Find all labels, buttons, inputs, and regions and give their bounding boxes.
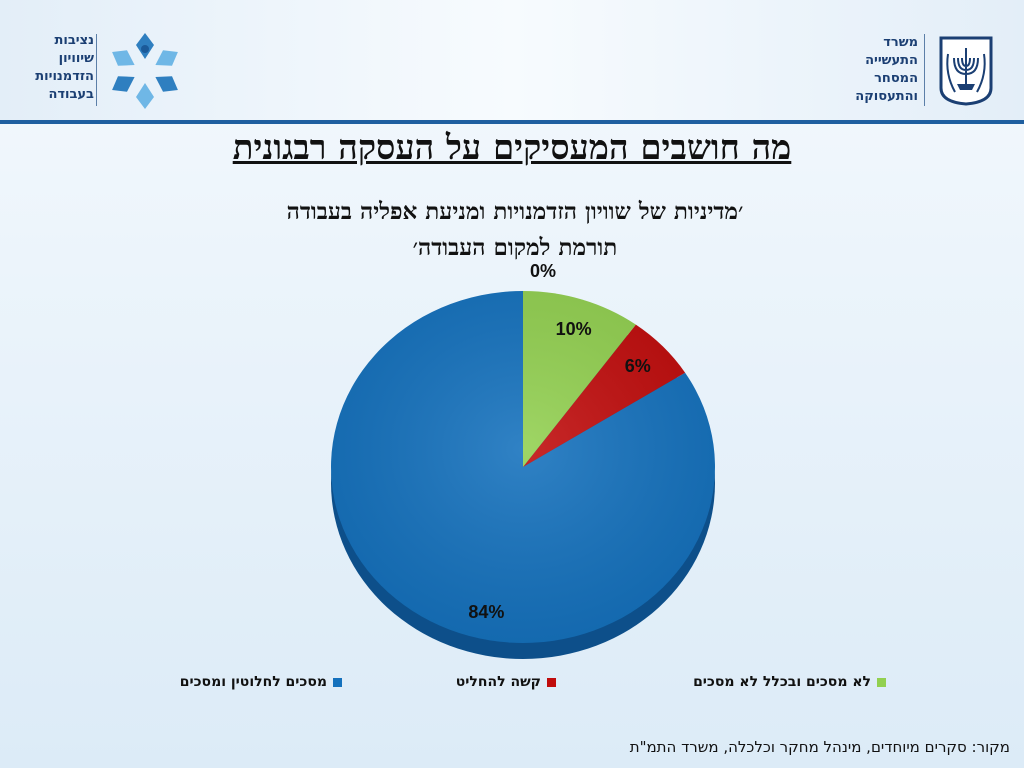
legend-item-undecided: קשה להחליט (456, 674, 556, 690)
pie-data-label: 6% (625, 356, 651, 376)
legend-label-agree: מסכים לחלוטין ומסכים (179, 674, 327, 690)
logo-petal (112, 76, 135, 92)
ministry-line-2: התעשייה (865, 53, 918, 68)
legend-item-agree: מסכים לחלוטין ומסכים (180, 674, 342, 690)
header-divider (0, 120, 1024, 124)
legend-label-undecided: קשה להחליט (455, 674, 541, 690)
ministry-name: משרד התעשייה המסחר והתעסוקה (838, 34, 918, 106)
logo-petal (112, 50, 135, 66)
logo-petal (136, 83, 154, 109)
chart-legend: מסכים לחלוטין ומסכים קשה להחליט לא מסכים… (0, 674, 1024, 696)
commission-line-1: נציבות (54, 33, 94, 48)
pie-data-label: 84% (468, 602, 504, 622)
legend-label-disagree: לא מסכים ובכלל לא מסכים (693, 674, 871, 690)
legend-swatch-disagree (877, 677, 886, 687)
legend-swatch-undecided (547, 677, 556, 687)
pie-shading (331, 291, 715, 643)
legend-swatch-agree (333, 677, 342, 687)
subtitle-line-1: ׳מדיניות של שוויון הזדמנויות ומניעת אפלי… (286, 198, 744, 225)
ministry-line-3: המסחר (874, 71, 918, 86)
state-emblem-icon (939, 36, 993, 106)
page-title: מה חושבים המעסיקים על העסקה רבגונית (232, 128, 792, 168)
logo-petal (155, 50, 178, 66)
ministry-line-1: משרד (883, 35, 918, 50)
commission-line-2: שיוויון (58, 51, 94, 66)
chart-subtitle: ׳מדיניות של שוויון הזדמנויות ומניעת אפלי… (100, 194, 930, 266)
commission-line-4: בעבודה (48, 87, 94, 102)
commission-name: נציבות שיוויון הזדמנויות בעבודה (14, 32, 94, 104)
commission-logo-icon (112, 33, 178, 109)
logo-petal (155, 76, 178, 92)
commission-line-3: הזדמנויות (35, 69, 94, 84)
source-note: מקור: סקרים מיוחדים, מינהל מחקר וכלכלה, … (629, 738, 1010, 756)
logo-dot (141, 45, 149, 53)
ministry-line-4: והתעסוקה (855, 89, 918, 104)
subtitle-line-2: תורמת למקום העבודה׳ (412, 234, 618, 261)
pie-data-label: 10% (556, 319, 592, 339)
ministry-separator (924, 34, 925, 106)
pie-data-label: 0% (530, 261, 556, 281)
commission-separator (96, 34, 97, 106)
legend-item-disagree: לא מסכים ובכלל לא מסכים (693, 674, 886, 690)
